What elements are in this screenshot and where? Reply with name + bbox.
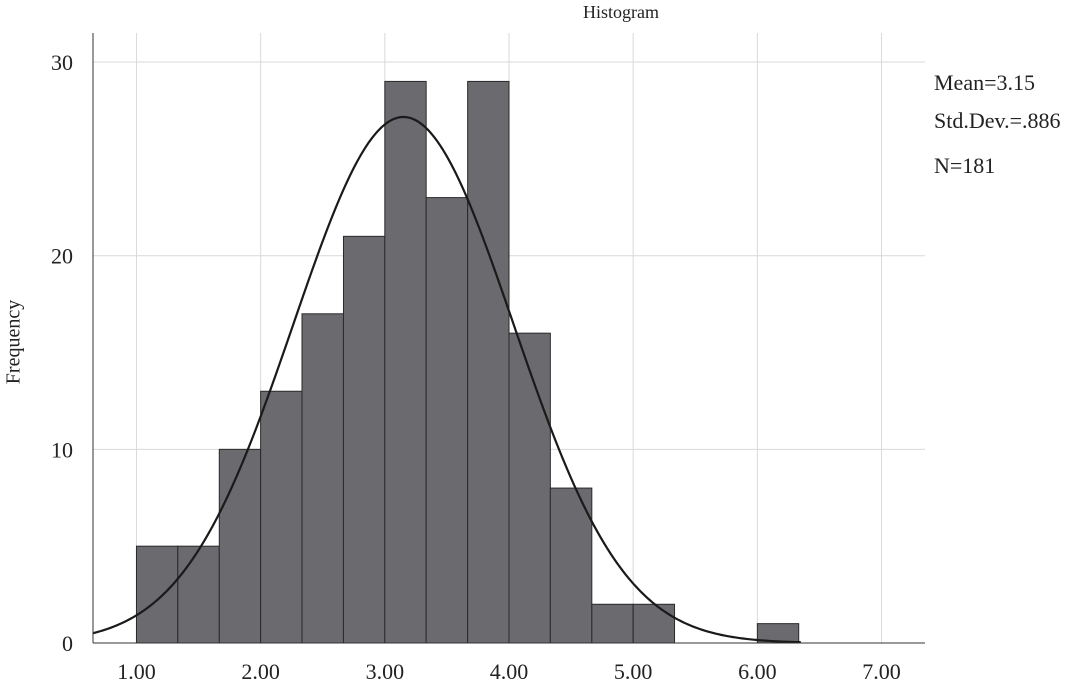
std-dev-stat: Std.Dev.=.886 (934, 108, 1061, 133)
histogram-bars (135, 80, 800, 644)
y-tick-label: 10 (51, 437, 73, 462)
x-tick-label: 6.00 (738, 659, 777, 684)
histogram-bar (177, 545, 220, 644)
n-stat: N=181 (934, 153, 996, 178)
x-tick-label: 2.00 (241, 659, 280, 684)
y-tick-label: 0 (62, 631, 73, 656)
y-tick-label: 20 (51, 244, 73, 269)
histogram-bar (425, 197, 469, 644)
histogram-bar (260, 390, 303, 644)
histogram-bar (342, 235, 386, 644)
histogram-bar (218, 448, 262, 644)
x-tick-label: 5.00 (614, 659, 653, 684)
histogram-bar (135, 545, 179, 644)
histogram-bar (301, 313, 344, 644)
x-tick-label: 7.00 (862, 659, 901, 684)
histogram-bar (384, 80, 427, 644)
histogram-bar (591, 603, 634, 644)
normal-curve (92, 115, 801, 644)
x-tick-label: 1.00 (117, 659, 156, 684)
histogram-bar (508, 332, 551, 644)
x-tick-labels: 1.00 2.00 3.00 4.00 5.00 6.00 7.00 (117, 659, 901, 684)
histogram-bar (632, 603, 676, 644)
histogram-bar (549, 487, 593, 644)
mean-stat: Mean=3.15 (934, 70, 1035, 95)
x-tick-label: 4.00 (490, 659, 529, 684)
chart-title: Histogram (583, 2, 659, 22)
histogram-bar (467, 80, 510, 644)
x-tick-label: 3.00 (366, 659, 405, 684)
y-tick-label: 30 (51, 50, 73, 75)
y-tick-labels: 0 10 20 30 (51, 50, 73, 656)
